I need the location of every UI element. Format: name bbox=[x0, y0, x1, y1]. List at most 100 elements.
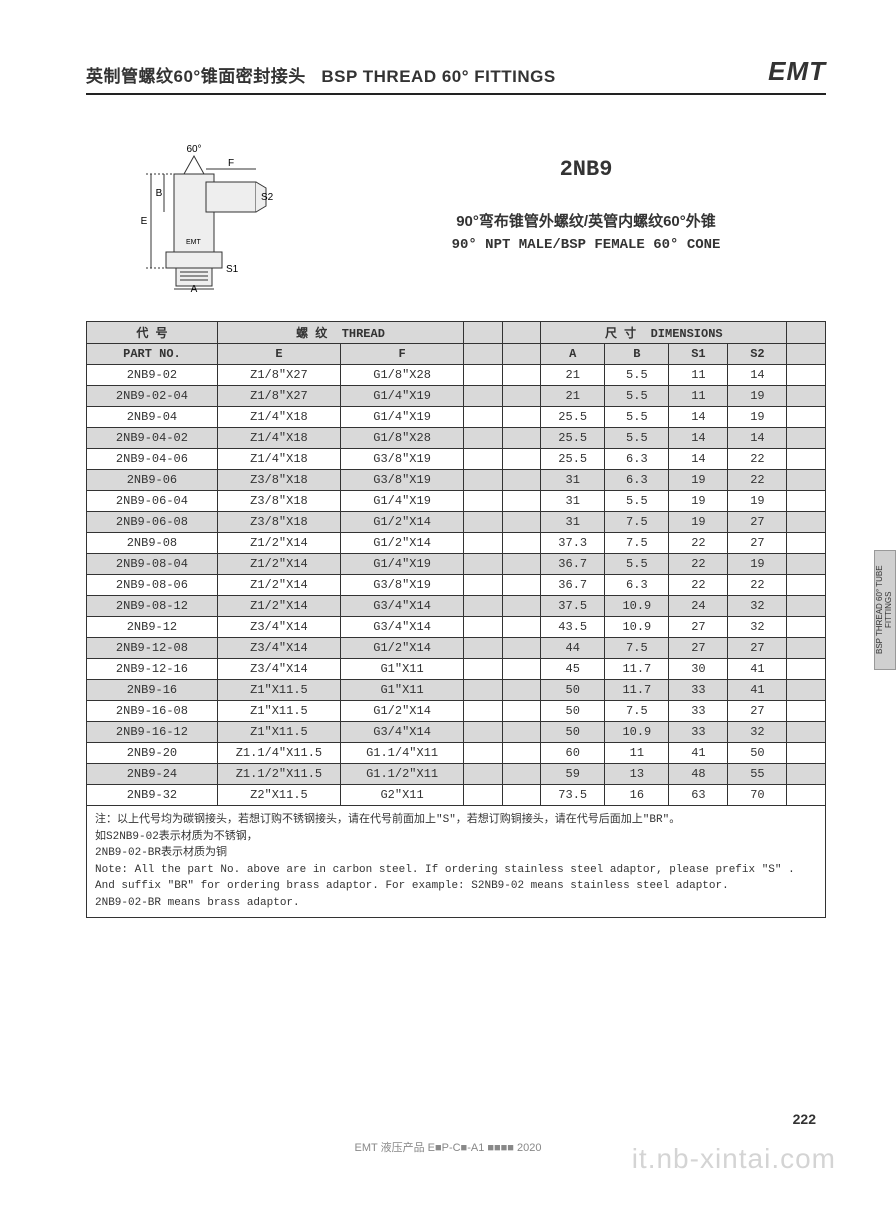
table-cell: 2NB9-08-04 bbox=[87, 554, 218, 575]
table-cell: 5.5 bbox=[605, 386, 669, 407]
table-cell: 22 bbox=[669, 533, 728, 554]
table-cell bbox=[502, 764, 540, 785]
table-cell: 7.5 bbox=[605, 638, 669, 659]
header-title: 英制管螺纹60°锥面密封接头 BSP THREAD 60° FITTINGS bbox=[86, 62, 556, 87]
table-cell: 2NB9-06 bbox=[87, 470, 218, 491]
table-cell: 22 bbox=[669, 554, 728, 575]
notes-block: 注：以上代号均为碳钢接头，若想订购不锈钢接头，请在代号前面加上"S"，若想订购铜… bbox=[86, 806, 826, 918]
table-cell: 2NB9-08-06 bbox=[87, 575, 218, 596]
table-cell: 2NB9-02-04 bbox=[87, 386, 218, 407]
table-cell: 5.5 bbox=[605, 407, 669, 428]
table-cell: 2NB9-32 bbox=[87, 785, 218, 806]
table-cell: 14 bbox=[669, 407, 728, 428]
table-cell: 50 bbox=[541, 680, 605, 701]
table-cell: 36.7 bbox=[541, 575, 605, 596]
note-cn-2: 如S2NB9-02表示材质为不锈钢， bbox=[95, 829, 817, 846]
table-cell: 25.5 bbox=[541, 449, 605, 470]
table-cell bbox=[787, 554, 826, 575]
table-cell: 5.5 bbox=[605, 491, 669, 512]
table-cell bbox=[787, 449, 826, 470]
table-cell: 19 bbox=[669, 491, 728, 512]
table-cell: 10.9 bbox=[605, 722, 669, 743]
table-row: 2NB9-08-06Z1/2″X14G3/8″X1936.76.32222 bbox=[87, 575, 826, 596]
th-part-no: PART NO. bbox=[87, 344, 218, 365]
table-cell: Z1/4″X18 bbox=[217, 428, 340, 449]
table-cell bbox=[502, 407, 540, 428]
table-cell: 44 bbox=[541, 638, 605, 659]
table-cell: Z1/2″X14 bbox=[217, 596, 340, 617]
diagram-B-label: B bbox=[156, 188, 163, 199]
table-cell: 55 bbox=[728, 764, 787, 785]
table-cell: 32 bbox=[728, 617, 787, 638]
th-gap3 bbox=[787, 322, 826, 344]
table-row: 2NB9-16Z1″X11.5G1″X115011.73341 bbox=[87, 680, 826, 701]
note-en-1: Note: All the part No. above are in carb… bbox=[95, 862, 817, 879]
table-cell: 2NB9-04-06 bbox=[87, 449, 218, 470]
table-cell: Z1/8″X27 bbox=[217, 386, 340, 407]
table-cell: Z1/2″X14 bbox=[217, 554, 340, 575]
table-cell bbox=[464, 491, 502, 512]
table-cell bbox=[787, 617, 826, 638]
th-gap1 bbox=[464, 322, 502, 344]
table-cell: 5.5 bbox=[605, 365, 669, 386]
table-cell: 16 bbox=[605, 785, 669, 806]
table-cell: G2″X11 bbox=[341, 785, 464, 806]
table-cell bbox=[464, 680, 502, 701]
table-cell bbox=[787, 512, 826, 533]
th-gap1b bbox=[464, 344, 502, 365]
table-cell: Z3/8″X18 bbox=[217, 512, 340, 533]
table-cell: 48 bbox=[669, 764, 728, 785]
table-cell: 14 bbox=[669, 428, 728, 449]
table-cell bbox=[502, 722, 540, 743]
table-cell: 27 bbox=[728, 701, 787, 722]
table-cell: 27 bbox=[669, 617, 728, 638]
table-cell: 22 bbox=[669, 575, 728, 596]
table-cell: 2NB9-16 bbox=[87, 680, 218, 701]
table-cell: Z3/4″X14 bbox=[217, 638, 340, 659]
table-cell: 2NB9-24 bbox=[87, 764, 218, 785]
table-cell: 19 bbox=[728, 491, 787, 512]
table-cell: 21 bbox=[541, 386, 605, 407]
table-cell: G1/4″X19 bbox=[341, 554, 464, 575]
table-cell: 22 bbox=[728, 470, 787, 491]
table-cell: G1″X11 bbox=[341, 659, 464, 680]
table-cell: G1/8″X28 bbox=[341, 365, 464, 386]
th-S1: S1 bbox=[669, 344, 728, 365]
table-cell bbox=[787, 470, 826, 491]
table-cell: 13 bbox=[605, 764, 669, 785]
table-row: 2NB9-16-08Z1″X11.5G1/2″X14507.53327 bbox=[87, 701, 826, 722]
table-cell: 45 bbox=[541, 659, 605, 680]
table-cell: 19 bbox=[728, 407, 787, 428]
table-cell: Z1″X11.5 bbox=[217, 680, 340, 701]
note-cn-3: 2NB9-02-BR表示材质为铜 bbox=[95, 845, 817, 862]
table-cell: 37.5 bbox=[541, 596, 605, 617]
table-cell: 14 bbox=[728, 365, 787, 386]
table-row: 2NB9-08Z1/2″X14G1/2″X1437.37.52227 bbox=[87, 533, 826, 554]
diagram-E-label: E bbox=[141, 216, 148, 227]
table-cell bbox=[787, 764, 826, 785]
table-cell: G3/4″X14 bbox=[341, 596, 464, 617]
table-cell: 2NB9-20 bbox=[87, 743, 218, 764]
table-cell bbox=[464, 596, 502, 617]
table-cell bbox=[464, 470, 502, 491]
table-cell: 30 bbox=[669, 659, 728, 680]
fitting-diagram: 60° F B E A S1 S2 EMT bbox=[86, 139, 306, 299]
table-cell: 6.3 bbox=[605, 575, 669, 596]
page-number: 222 bbox=[793, 1111, 816, 1127]
table-row: 2NB9-06-04Z3/8″X18G1/4″X19315.51919 bbox=[87, 491, 826, 512]
table-cell: G1/4″X19 bbox=[341, 407, 464, 428]
table-cell: 2NB9-16-12 bbox=[87, 722, 218, 743]
table-cell: G1/4″X19 bbox=[341, 491, 464, 512]
table-cell: 7.5 bbox=[605, 533, 669, 554]
table-cell bbox=[464, 512, 502, 533]
table-cell: 2NB9-16-08 bbox=[87, 701, 218, 722]
table-cell bbox=[464, 449, 502, 470]
table-cell bbox=[464, 785, 502, 806]
spec-table-wrap: 代 号 螺 纹 THREAD 尺 寸 DIMENSIONS PART NO. E… bbox=[86, 321, 826, 918]
table-cell: 19 bbox=[728, 386, 787, 407]
table-cell: 19 bbox=[728, 554, 787, 575]
watermark: it.nb-xintai.com bbox=[632, 1143, 836, 1175]
table-cell bbox=[464, 617, 502, 638]
table-cell bbox=[464, 428, 502, 449]
table-cell: 36.7 bbox=[541, 554, 605, 575]
